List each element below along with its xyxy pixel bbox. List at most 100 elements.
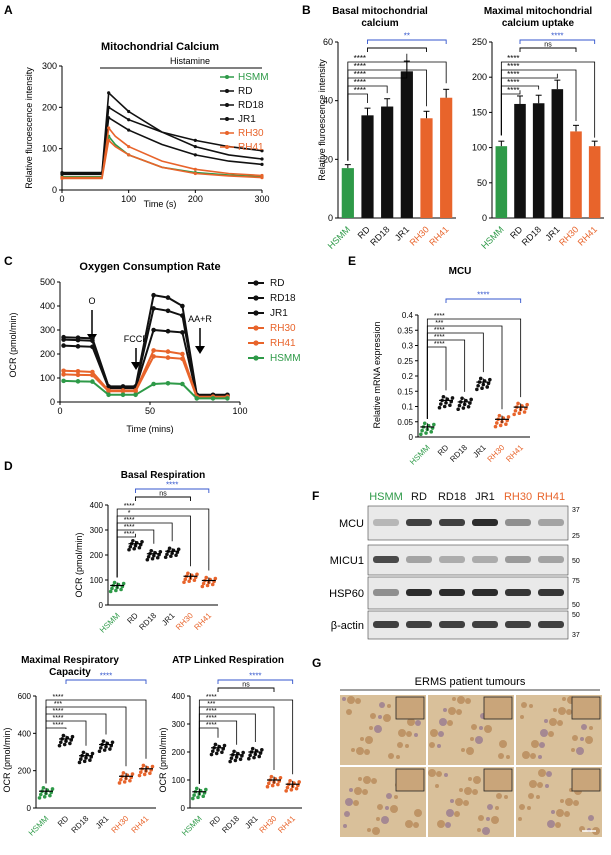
series-point bbox=[165, 380, 171, 386]
panel-b2-title-2: calcium uptake bbox=[502, 18, 575, 29]
data-point-hsmm bbox=[39, 792, 43, 797]
significance-bracket bbox=[519, 47, 577, 52]
legend-marker bbox=[225, 103, 229, 107]
ihc-cell bbox=[473, 776, 481, 784]
data-point-hsmm bbox=[37, 796, 42, 800]
panel-e-title: MCU bbox=[449, 266, 472, 277]
series-point bbox=[165, 295, 171, 300]
category-label: RD18 bbox=[448, 443, 469, 464]
series-point bbox=[151, 306, 156, 311]
ihc-cell bbox=[581, 724, 587, 730]
ihc-cell bbox=[461, 748, 465, 752]
ihc-cell bbox=[347, 696, 355, 704]
data-point-rd bbox=[450, 396, 455, 400]
data-point-rh30 bbox=[270, 783, 275, 788]
series-point bbox=[260, 157, 264, 161]
category-label: RH30 bbox=[408, 224, 431, 247]
series-point bbox=[193, 153, 197, 157]
significance-label: ** bbox=[404, 32, 410, 41]
ihc-cell bbox=[588, 815, 594, 821]
ihc-cell bbox=[398, 729, 406, 737]
ihc-cell bbox=[381, 816, 389, 824]
blot-band bbox=[472, 589, 498, 596]
ihc-cell bbox=[572, 735, 578, 741]
data-point-rh30 bbox=[183, 577, 188, 582]
data-point-rh41 bbox=[139, 770, 143, 774]
data-point-rh41 bbox=[148, 771, 152, 776]
panel-d2-ylabel: OCR (pmol/min) bbox=[2, 727, 12, 792]
lane-label: RD bbox=[411, 491, 427, 503]
data-point-rd18 bbox=[469, 397, 473, 402]
bar-jr1 bbox=[400, 71, 413, 218]
y-tick-label: 600 bbox=[18, 692, 32, 701]
series-point bbox=[133, 392, 138, 398]
ihc-cell bbox=[491, 816, 499, 824]
significance-label: **** bbox=[507, 86, 519, 95]
series-point bbox=[90, 338, 95, 344]
series-point bbox=[61, 343, 66, 348]
data-point-rd18 bbox=[456, 407, 460, 412]
data-point-rd bbox=[441, 394, 446, 399]
data-point-rd18 bbox=[229, 756, 234, 760]
significance-label: **** bbox=[507, 62, 519, 71]
panel-b1-ylabel: Relative fluroescence intensity bbox=[317, 59, 327, 181]
y-tick-label: 200 bbox=[40, 349, 55, 359]
marker-fccp: FCCP bbox=[124, 334, 149, 344]
significance-label: **** bbox=[249, 672, 261, 681]
data-point-rd18 bbox=[233, 758, 238, 763]
ihc-cell bbox=[479, 726, 483, 730]
category-label: RH41 bbox=[504, 443, 525, 464]
series-point bbox=[194, 396, 200, 401]
blot-band bbox=[505, 556, 531, 563]
y-tick-label: 400 bbox=[90, 501, 104, 510]
data-point-jr1 bbox=[257, 754, 262, 759]
ihc-cell bbox=[463, 800, 469, 806]
blot-row-label: HSP60 bbox=[329, 588, 364, 600]
y-tick-label: 200 bbox=[90, 551, 104, 560]
category-label: RH30 bbox=[258, 814, 279, 835]
significance-label: **** bbox=[354, 70, 366, 79]
data-point-jr1 bbox=[475, 387, 479, 392]
legend-label: RH30 bbox=[270, 323, 296, 334]
ihc-cell bbox=[428, 769, 436, 777]
panel-b1-title-1: Basal mitochondrial bbox=[332, 6, 428, 17]
data-point-rh41 bbox=[525, 402, 529, 407]
category-label: JR1 bbox=[94, 814, 111, 831]
blot-band bbox=[439, 519, 465, 526]
ihc-cell bbox=[538, 755, 542, 759]
panel-c-chart: Oxygen Consumption Rate Time (mins) OCR … bbox=[8, 261, 301, 434]
ihc-cell bbox=[518, 817, 522, 821]
ihc-cell bbox=[370, 713, 376, 719]
blot-band bbox=[439, 556, 465, 563]
ihc-cell bbox=[438, 731, 444, 737]
ihc-cell bbox=[406, 731, 412, 737]
y-tick-label: 100 bbox=[90, 576, 104, 585]
ihc-cell bbox=[560, 799, 564, 803]
panel-a-ylabel: Relative fluroescence intensity bbox=[24, 67, 34, 189]
significance-label: * bbox=[128, 510, 131, 517]
data-point-jr1 bbox=[174, 553, 178, 558]
ihc-cell bbox=[383, 714, 391, 722]
data-point-jr1 bbox=[260, 747, 264, 752]
ihc-cell bbox=[478, 815, 484, 821]
ihc-cell bbox=[374, 725, 382, 733]
significance-label: ns bbox=[159, 491, 167, 498]
data-point-jr1 bbox=[97, 749, 102, 754]
category-label: RD18 bbox=[137, 611, 158, 632]
ihc-cell bbox=[345, 798, 353, 806]
ihc-cell bbox=[464, 787, 472, 795]
ihc-cell bbox=[562, 697, 566, 701]
ihc-cell bbox=[387, 704, 391, 708]
data-point-rh30 bbox=[278, 775, 283, 780]
ihc-inset bbox=[571, 768, 601, 792]
category-label: RD bbox=[125, 611, 140, 626]
ihc-cell bbox=[342, 697, 346, 701]
ihc-cell bbox=[472, 789, 478, 795]
y-tick-label: 300 bbox=[42, 61, 57, 71]
blot-row-label: MICU1 bbox=[330, 555, 364, 567]
series-point bbox=[165, 308, 171, 314]
blot-band bbox=[406, 621, 432, 628]
blot-band bbox=[505, 589, 531, 596]
panel-d3-title: ATP Linked Respiration bbox=[172, 655, 284, 666]
series-point bbox=[210, 396, 216, 401]
